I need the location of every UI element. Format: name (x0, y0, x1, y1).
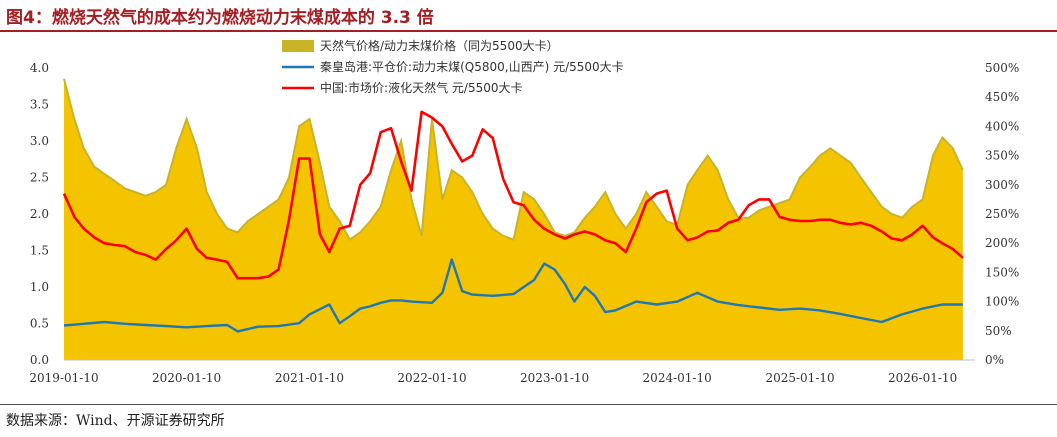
figure-title: 图4：燃烧天然气的成本约为燃烧动力末煤成本的 3.3 倍 (6, 8, 434, 28)
right-tick-label: 150% (985, 265, 1019, 279)
x-tick-label: 2026-01-10 (888, 371, 957, 385)
area-series-fill (64, 78, 963, 361)
x-tick-label: 2019-01-10 (29, 371, 98, 385)
right-tick-label: 400% (985, 119, 1019, 133)
x-tick-label: 2021-01-10 (275, 371, 344, 385)
source-note: 数据来源：Wind、开源证券研究所 (6, 413, 225, 429)
x-tick-label: 2023-01-10 (520, 371, 589, 385)
left-tick-label: 1.0 (30, 280, 49, 294)
line-series-layer (62, 110, 964, 333)
right-tick-label: 500% (985, 61, 1019, 75)
legend-label: 秦皇岛港:平仓价:动力末煤(Q5800,山西产) 元/5500大卡 (320, 59, 624, 74)
right-tick-label: 300% (985, 178, 1019, 192)
left-tick-label: 0.5 (30, 317, 49, 331)
legend-label: 天然气价格/动力末煤价格（同为5500大卡） (320, 38, 559, 53)
lng-price-line (62, 110, 964, 280)
right-tick-label: 450% (985, 90, 1019, 104)
x-tick-label: 2025-01-10 (765, 371, 834, 385)
left-tick-label: 2.0 (30, 207, 49, 221)
right-tick-label: 100% (985, 295, 1019, 309)
right-tick-label: 350% (985, 149, 1019, 163)
x-tick-label: 2024-01-10 (643, 371, 712, 385)
right-tick-label: 250% (985, 207, 1019, 221)
legend-label: 中国:市场价:液化天然气 元/5500大卡 (320, 80, 522, 95)
x-tick-label: 2022-01-10 (397, 371, 466, 385)
left-tick-label: 3.0 (30, 134, 49, 148)
right-tick-label: 200% (985, 236, 1019, 250)
area-series-top (63, 78, 964, 242)
axes-layer: 0.0 0.5 1.0 1.5 2.0 2.5 3.0 3.5 4.0 0% 50% 100% 150%… (29, 61, 1019, 385)
title-rule (0, 30, 1057, 32)
left-tick-label: 3.5 (30, 98, 49, 112)
x-tick-label: 2020-01-10 (152, 371, 221, 385)
legend: 天然气价格/动力末煤价格（同为5500大卡） 秦皇岛港:平仓价:动力末煤(Q580… (282, 38, 624, 95)
left-tick-label: 4.0 (30, 61, 49, 75)
coal-price-line (63, 258, 963, 333)
legend-swatch-area (282, 40, 314, 52)
left-tick-label: 2.5 (30, 171, 49, 185)
source-rule (0, 404, 1057, 405)
right-tick-label: 50% (985, 324, 1012, 338)
area-series-layer (63, 78, 964, 361)
right-tick-label: 0% (985, 353, 1004, 367)
left-tick-label: 1.5 (30, 244, 49, 258)
left-tick-label: 0.0 (30, 353, 49, 367)
